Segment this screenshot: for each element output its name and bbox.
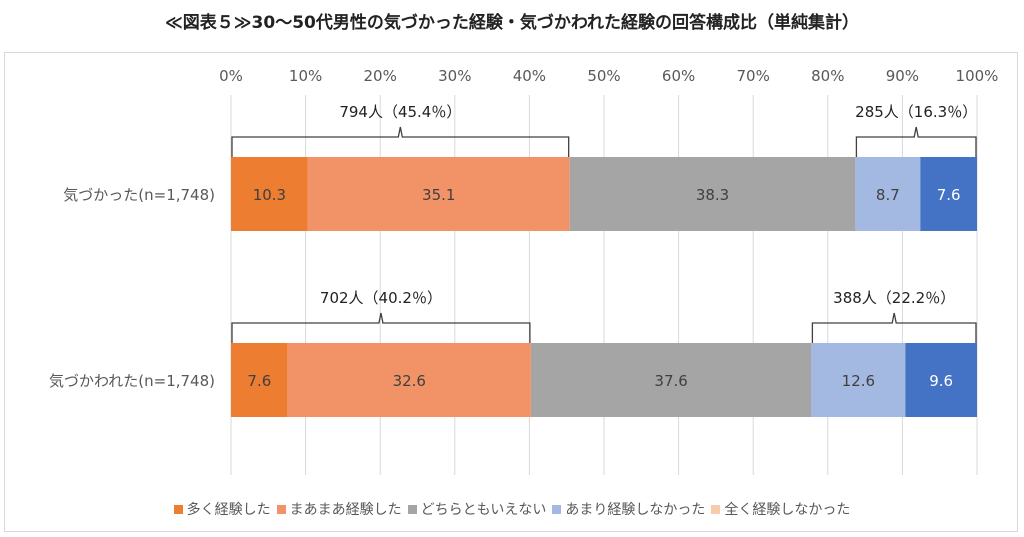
x-tick-label: 70% bbox=[737, 67, 770, 85]
x-tick-label: 60% bbox=[662, 67, 695, 85]
legend-label: 全く経験しなかった bbox=[724, 502, 851, 518]
bar-segment bbox=[231, 157, 308, 231]
legend-label: あまり経験しなかった bbox=[565, 502, 706, 518]
data-label: 9.6 bbox=[929, 372, 953, 390]
legend-swatch bbox=[173, 504, 183, 514]
bracket-label: 388人（22.2％） bbox=[833, 289, 955, 307]
data-label: 12.6 bbox=[842, 372, 875, 390]
bar-segment bbox=[920, 157, 977, 231]
legend-item: まあまあ経験した bbox=[276, 499, 402, 519]
x-tick-label: 90% bbox=[886, 67, 919, 85]
bar-segment bbox=[905, 343, 977, 417]
bracket bbox=[231, 312, 531, 343]
bar-segment bbox=[530, 343, 812, 417]
bar-segment bbox=[855, 157, 921, 231]
bracket-label: 285人（16.3％） bbox=[855, 103, 977, 121]
data-label: 10.3 bbox=[253, 186, 286, 204]
bar-segment bbox=[287, 343, 531, 417]
x-tick-label: 40% bbox=[513, 67, 546, 85]
x-tick-label: 20% bbox=[364, 67, 397, 85]
x-tick-label: 80% bbox=[811, 67, 844, 85]
x-tick-label: 100% bbox=[956, 67, 999, 85]
data-label: 7.6 bbox=[247, 372, 271, 390]
legend-item: どちらともいえない bbox=[407, 499, 547, 519]
legend-label: 多く経験した bbox=[186, 502, 271, 518]
x-tick-label: 10% bbox=[289, 67, 322, 85]
legend-swatch bbox=[711, 504, 721, 514]
chart-frame bbox=[4, 52, 1018, 532]
x-tick-label: 50% bbox=[587, 67, 620, 85]
data-label: 8.7 bbox=[876, 186, 900, 204]
chart-title: ≪図表５≫30～50代男性の気づかった経験・気づかわれた経験の回答構成比（単純集… bbox=[164, 13, 860, 33]
bracket bbox=[231, 126, 570, 157]
legend-label: どちらともいえない bbox=[420, 502, 547, 518]
legend-item: あまり経験しなかった bbox=[552, 499, 705, 519]
bracket bbox=[855, 126, 977, 157]
x-tick-label: 0% bbox=[219, 67, 243, 85]
x-tick-label: 30% bbox=[438, 67, 471, 85]
legend-item: 全く経験しなかった bbox=[711, 499, 850, 519]
category-label: 気づかった(n=1,748) bbox=[63, 186, 215, 204]
bar-segment bbox=[231, 343, 288, 417]
category-label: 気づかわれた(n=1,748) bbox=[49, 372, 215, 390]
data-label: 37.6 bbox=[654, 372, 687, 390]
bar-segment bbox=[569, 157, 856, 231]
data-label: 7.6 bbox=[937, 186, 961, 204]
bar-segment bbox=[307, 157, 570, 231]
data-label: 35.1 bbox=[422, 186, 455, 204]
data-label: 32.6 bbox=[393, 372, 426, 390]
legend-swatch bbox=[407, 504, 417, 514]
bracket-label: 702人（40.2％） bbox=[320, 289, 442, 307]
bracket-label: 794人（45.4％） bbox=[339, 103, 461, 121]
legend-label: まあまあ経験した bbox=[289, 502, 402, 518]
legend: 多く経験した まあまあ経験した どちらともいえない あまり経験しなかった 全く経験しなか… bbox=[0, 499, 1024, 519]
legend-swatch bbox=[276, 504, 286, 514]
data-label: 38.3 bbox=[696, 186, 729, 204]
bracket bbox=[811, 312, 977, 343]
legend-swatch bbox=[552, 504, 562, 514]
legend-item: 多く経験した bbox=[173, 499, 271, 519]
bar-segment bbox=[811, 343, 906, 417]
